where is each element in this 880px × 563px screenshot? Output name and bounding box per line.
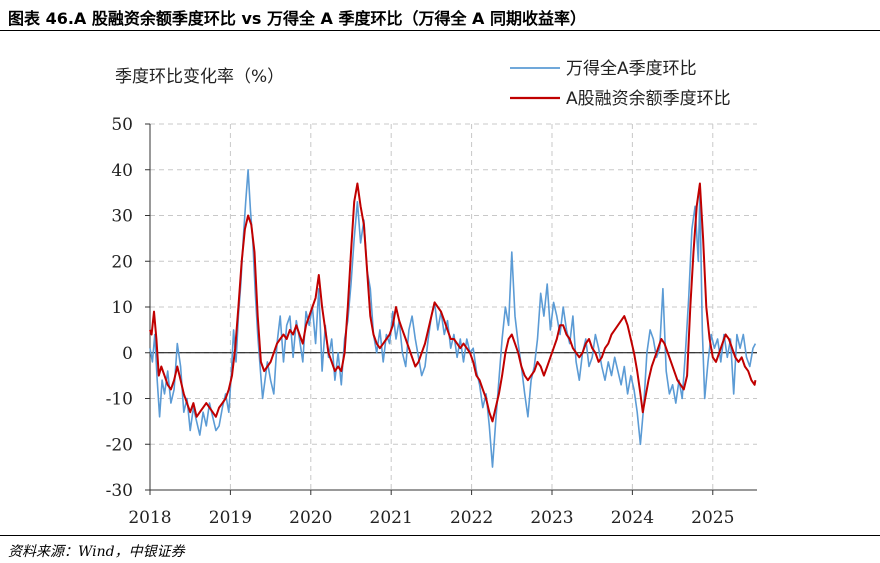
axes <box>145 123 757 495</box>
y-tick-label: 30 <box>111 207 133 227</box>
source-note: 资料来源：Wind，中银证券 <box>8 544 185 560</box>
y-tick-label: -20 <box>106 435 133 455</box>
legend-label-wind-a: 万得全A季度环比 <box>566 59 697 79</box>
figure-title: 图表 46.A 股融资余额季度环比 vs 万得全 A 季度环比（万得全 A 同期… <box>8 9 587 28</box>
legend-label-margin-balance: A股融资余额季度环比 <box>566 89 731 109</box>
x-tick-label: 2021 <box>370 508 413 528</box>
x-tick-label: 2023 <box>530 508 573 528</box>
line-chart: 季度环比变化率（%） 50 40 30 20 10 0 -10 -20 -30 2018 2019… <box>106 59 757 528</box>
title-rule <box>0 30 880 31</box>
y-tick-labels: 50 40 30 20 10 0 -10 -20 -30 <box>106 115 133 501</box>
y-tick-label: 50 <box>111 115 133 135</box>
x-tick-label: 2018 <box>128 508 171 528</box>
y-tick-label: 10 <box>111 298 133 318</box>
y-axis-label: 季度环比变化率（%） <box>115 67 284 87</box>
gridlines <box>150 123 757 490</box>
x-tick-label: 2025 <box>691 508 734 528</box>
y-tick-label: 0 <box>122 344 133 364</box>
x-tick-label: 2024 <box>611 508 654 528</box>
x-tick-label: 2020 <box>289 508 332 528</box>
source-rule <box>0 535 880 536</box>
y-tick-label: -30 <box>106 481 133 501</box>
y-tick-label: 40 <box>111 161 133 181</box>
series-line-wind-a <box>149 169 757 468</box>
legend: 万得全A季度环比 A股融资余额季度环比 <box>510 59 731 109</box>
series-lines <box>149 169 757 468</box>
series-line-margin-balance <box>149 182 757 423</box>
y-tick-label: 20 <box>111 252 133 272</box>
x-tick-label: 2022 <box>450 508 493 528</box>
x-tick-label: 2019 <box>209 508 252 528</box>
x-tick-labels: 2018 2019 2020 2021 2022 2023 2024 2025 <box>128 508 734 528</box>
y-tick-label: -10 <box>106 390 133 410</box>
